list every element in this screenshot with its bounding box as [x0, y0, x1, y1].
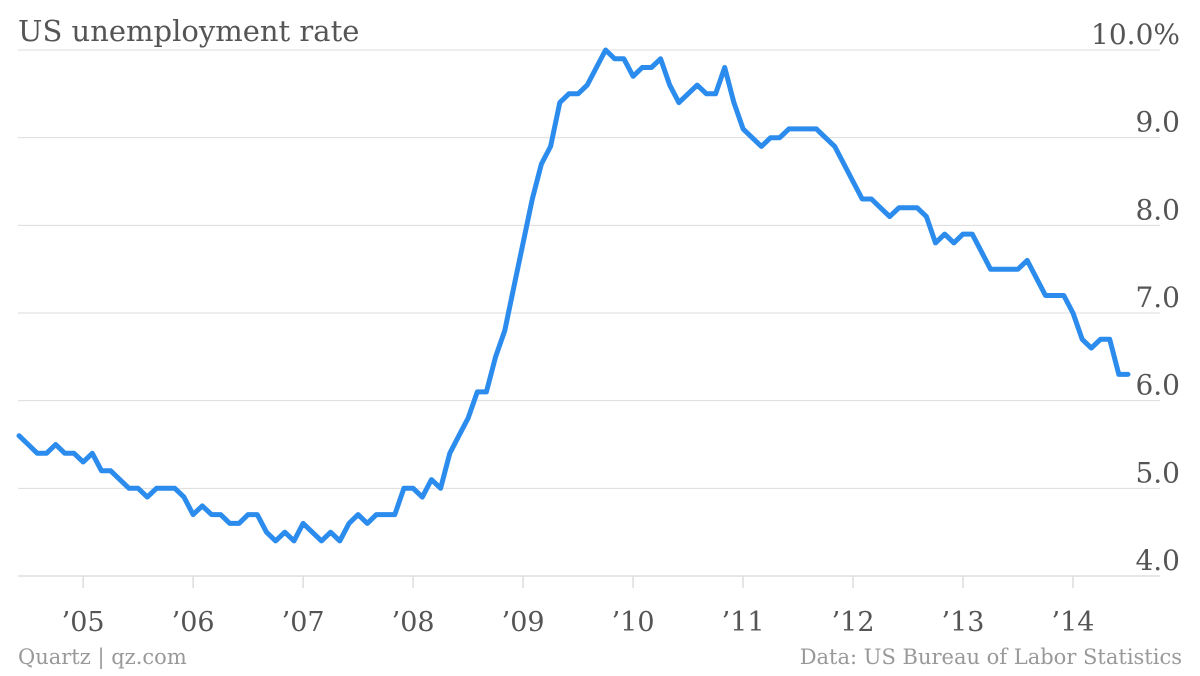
x-tick-label: ’10: [612, 607, 655, 638]
x-tick-label: ’08: [392, 607, 435, 638]
y-tick-label: 6.0: [1135, 369, 1180, 402]
x-axis-ticks: ’05 ’06 ’07 ’08 ’09 ’10 ’11 ’12 ’13 ’14: [62, 576, 1095, 638]
y-tick-label: 4.0: [1135, 544, 1180, 577]
source-credit: Quartz | qz.com: [18, 645, 187, 669]
x-tick-label: ’07: [282, 607, 325, 638]
x-tick-label: ’13: [942, 607, 985, 638]
x-tick-label: ’06: [172, 607, 215, 638]
y-tick-label: 10.0%: [1091, 18, 1180, 51]
data-source: Data: US Bureau of Labor Statistics: [799, 645, 1182, 669]
unemployment-rate-line: [16, 47, 1131, 544]
y-axis-ticks: 10.0% 9.0 8.0 7.0 6.0 5.0 4.0: [1091, 18, 1180, 577]
chart-title: US unemployment rate: [18, 14, 360, 48]
x-tick-label: ’05: [62, 607, 105, 638]
x-tick-label: ’09: [502, 607, 545, 638]
x-tick-label: ’14: [1052, 607, 1095, 638]
series-layer: [16, 47, 1131, 544]
x-tick-label: ’11: [722, 607, 765, 638]
x-tick-label: ’12: [832, 607, 875, 638]
y-tick-label: 8.0: [1135, 193, 1180, 226]
y-tick-label: 7.0: [1135, 281, 1180, 314]
y-tick-label: 5.0: [1135, 456, 1180, 489]
y-tick-label: 9.0: [1135, 106, 1180, 139]
gridlines: [18, 49, 1160, 577]
